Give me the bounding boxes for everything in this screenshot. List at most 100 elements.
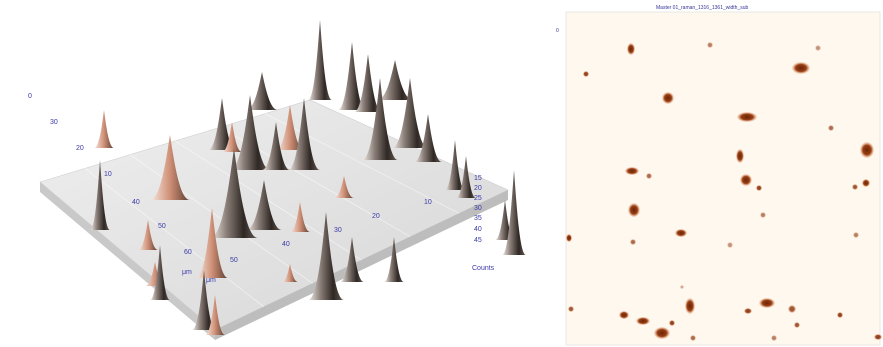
right-axis-tick-2: 25 — [474, 195, 482, 202]
surface-peak — [230, 95, 270, 170]
surface-peak — [384, 237, 404, 282]
surface-peak — [308, 20, 332, 100]
heat-map-spot — [737, 112, 757, 122]
surface-peak — [445, 140, 465, 190]
heat-map-spot — [707, 42, 713, 48]
heat-map-spot — [680, 285, 684, 289]
right-axis-tick-0: 15 — [474, 175, 482, 182]
floor-grid-line — [129, 154, 313, 284]
surface-peak — [377, 60, 413, 100]
surface-peak — [150, 135, 190, 200]
heat-map-spot — [756, 185, 762, 191]
left-axis-tick-0: 0 — [28, 93, 32, 100]
heat-map-spot — [740, 174, 752, 186]
surface-peak — [502, 170, 526, 255]
surface-peak — [340, 237, 364, 282]
surface-floor-edge-right — [215, 190, 508, 340]
heat-map-title: Master 01_raman_1316_1361_width_sub — [656, 5, 749, 11]
heat-map: Master 01_raman_1316_1361_width_sub 0 — [548, 0, 883, 347]
heat-map-spot — [860, 142, 874, 158]
surface-plot-3d: 0 30 20 10 40 50 60 μm μm 50 40 30 20 10… — [28, 20, 526, 340]
surface-peak — [262, 122, 290, 170]
surface-peak — [290, 202, 310, 232]
surface-plot-panel: 0 30 20 10 40 50 60 μm μm 50 40 30 20 10… — [28, 20, 526, 340]
heat-map-spot — [744, 308, 752, 314]
right-axis-tick-5: 40 — [474, 226, 482, 233]
heat-map-spot — [662, 92, 674, 104]
surface-floor — [39, 99, 509, 331]
heat-map-spot — [794, 322, 800, 328]
floor-grid-line — [264, 113, 460, 214]
front-axis-tick-0: 40 — [132, 199, 140, 206]
surface-peak — [288, 98, 320, 170]
heat-map-spot — [862, 179, 870, 187]
heat-map-spot — [568, 306, 574, 312]
heat-map-spot — [874, 334, 882, 340]
heat-map-spot — [837, 312, 843, 318]
surface-peak — [94, 110, 114, 148]
heat-map-spot — [853, 232, 859, 238]
front-axis-tick-2: 60 — [184, 249, 192, 256]
surface-peak — [338, 42, 366, 110]
heat-map-spot — [727, 242, 733, 248]
surface-peak — [192, 270, 216, 330]
surface-peak — [205, 295, 225, 335]
left-axis-tick-1: 30 — [50, 119, 58, 126]
front-axis-unit: μm — [182, 269, 192, 276]
mid-axis-tick-1: 40 — [282, 241, 290, 248]
surface-peak — [210, 148, 258, 238]
front-axis-tick-1: 50 — [158, 223, 166, 230]
mid-axis-tick-0: 50 — [230, 257, 238, 264]
heat-map-spot — [625, 167, 639, 175]
heat-map-spot — [736, 149, 744, 163]
floor-grid-line — [84, 168, 265, 307]
heat-map-spot — [627, 43, 635, 55]
surface-peak — [196, 208, 228, 278]
heat-map-spot — [619, 311, 629, 319]
heat-map-spot — [792, 62, 810, 74]
mid-axis-tick-3: 20 — [372, 213, 380, 220]
heat-map-spot — [759, 298, 775, 308]
surface-peak — [334, 176, 354, 198]
surface-peak — [145, 262, 165, 286]
surface-peak — [150, 245, 170, 300]
right-axis-label: Counts — [472, 265, 495, 272]
left-axis-tick-3: 10 — [104, 171, 112, 178]
heat-map-spot — [771, 335, 777, 341]
heat-map-spot — [583, 71, 589, 77]
right-axis-tick-4: 35 — [474, 215, 482, 222]
heat-map-spot — [566, 234, 572, 242]
surface-peak — [456, 156, 476, 198]
heat-map-spot — [788, 305, 796, 313]
mid-axis-tick-4: 10 — [424, 199, 432, 206]
heat-map-spot — [669, 320, 675, 326]
front-axis-unit-2: μm — [206, 277, 216, 284]
surface-peak — [362, 78, 398, 160]
surface-peak — [276, 105, 304, 150]
heat-map-spot — [828, 125, 834, 131]
heat-map-y-ticks: 0 — [556, 28, 559, 34]
heat-map-spot — [852, 184, 858, 190]
mid-axis-tick-2: 30 — [334, 227, 342, 234]
surface-peak — [495, 200, 515, 240]
heat-map-spot — [815, 45, 821, 51]
heat-map-spot — [636, 317, 650, 325]
heat-map-panel: Master 01_raman_1316_1361_width_sub 0 — [548, 0, 883, 347]
left-axis-tick-2: 20 — [76, 145, 84, 152]
surface-peak — [246, 72, 278, 110]
surface-peak — [208, 98, 236, 150]
heat-map-spot — [685, 298, 695, 314]
floor-grid-line — [174, 140, 362, 261]
surface-peak — [222, 122, 242, 152]
surface-peak — [354, 54, 382, 112]
heat-map-spot — [630, 239, 636, 245]
right-axis-tick-6: 45 — [474, 237, 482, 244]
heat-map-spot — [646, 173, 652, 179]
surface-peak — [414, 114, 442, 162]
heat-map-spot — [760, 212, 766, 218]
surface-floor-edge — [40, 182, 215, 340]
heat-map-y-tick: 0 — [556, 28, 559, 34]
heat-map-spot — [690, 335, 696, 341]
surface-peak — [138, 220, 158, 250]
peaks-group — [90, 20, 526, 335]
